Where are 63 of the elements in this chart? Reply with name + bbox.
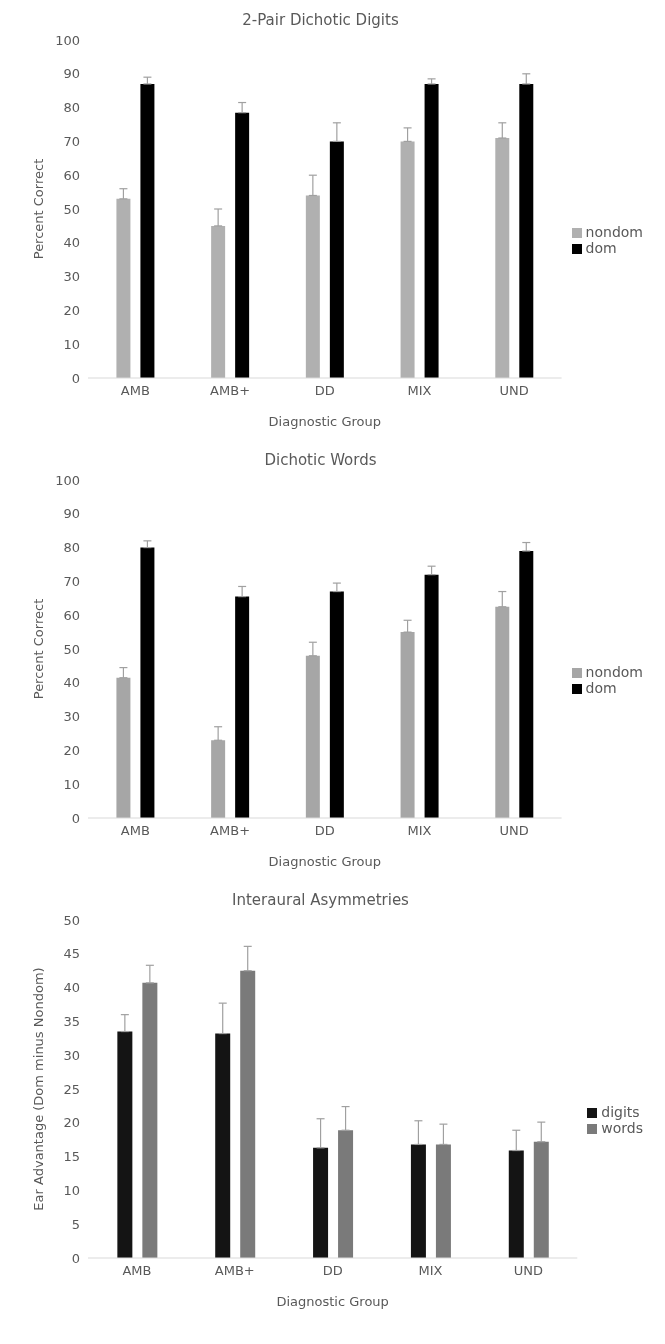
y-tick-label: 30	[63, 709, 80, 725]
y-tick-label: 10	[63, 336, 80, 352]
x-tick-label: AMB+	[210, 383, 251, 399]
y-axis-title: Percent Correct	[30, 158, 46, 260]
legend-label: dom	[585, 240, 617, 256]
y-tick-label: 50	[63, 912, 80, 928]
y-axis-title: Ear Advantage (Dom minus Nondom)	[30, 967, 46, 1211]
y-tick-label: 30	[63, 1047, 80, 1063]
y-tick-label: 50	[63, 641, 80, 657]
y-tick-label: 40	[63, 675, 80, 691]
y-tick-label: 20	[63, 303, 80, 319]
y-tick-label: 70	[63, 134, 80, 150]
x-tick-label: UND	[513, 1263, 543, 1279]
y-tick-label: 80	[63, 100, 80, 116]
legend-label: dom	[585, 680, 617, 696]
x-tick-label: UND	[499, 823, 529, 839]
y-tick-label: 100	[55, 32, 80, 48]
legend-label: words	[601, 1120, 643, 1136]
x-tick-label: MIX	[407, 823, 432, 839]
y-tick-label: 80	[63, 540, 80, 556]
y-tick-label: 0	[71, 370, 80, 386]
y-tick-label: 0	[71, 1250, 80, 1266]
x-tick-label: AMB+	[214, 1263, 255, 1279]
y-tick-label: 60	[63, 607, 80, 623]
y-tick-label: 25	[63, 1081, 80, 1097]
y-tick-label: 15	[63, 1149, 80, 1165]
y-tick-label: 20	[63, 743, 80, 759]
x-tick-label: MIX	[407, 383, 432, 399]
x-tick-label: DD	[322, 1263, 343, 1279]
y-tick-label: 40	[63, 235, 80, 251]
x-tick-label: MIX	[418, 1263, 443, 1279]
y-tick-label: 90	[63, 66, 80, 82]
y-axis-title: Percent Correct	[30, 598, 46, 700]
y-tick-label: 90	[63, 506, 80, 522]
x-tick-label: AMB	[122, 1263, 152, 1279]
x-tick-label: DD	[314, 823, 335, 839]
y-tick-label: 70	[63, 574, 80, 590]
legend-label: nondom	[585, 664, 643, 680]
y-tick-label: 10	[63, 776, 80, 792]
y-tick-label: 5	[71, 1216, 80, 1232]
y-tick-label: 50	[63, 201, 80, 217]
y-tick-label: 10	[63, 1183, 80, 1199]
legend-label: digits	[601, 1104, 640, 1120]
y-tick-label: 60	[63, 167, 80, 183]
x-tick-label: DD	[314, 383, 335, 399]
x-tick-label: AMB+	[210, 823, 251, 839]
x-axis-title: Diagnostic Group	[268, 854, 381, 869]
chart-title: Dichotic Words	[263, 450, 378, 471]
y-tick-label: 40	[63, 980, 80, 996]
y-tick-label: 0	[71, 810, 80, 826]
chart-title: Interaural Asymmetries	[231, 890, 410, 911]
x-axis-title: Diagnostic Group	[276, 1294, 389, 1309]
legend-label: nondom	[585, 224, 643, 240]
x-tick-label: AMB	[120, 383, 150, 399]
y-tick-label: 20	[63, 1115, 80, 1131]
chart-title: 2-Pair Dichotic Digits	[241, 10, 400, 31]
y-tick-label: 45	[63, 946, 80, 962]
x-tick-label: AMB	[120, 823, 150, 839]
y-tick-label: 35	[63, 1014, 80, 1030]
y-tick-label: 30	[63, 269, 80, 285]
y-tick-label: 100	[55, 472, 80, 488]
x-axis-title: Diagnostic Group	[268, 414, 381, 429]
x-tick-label: UND	[499, 383, 529, 399]
